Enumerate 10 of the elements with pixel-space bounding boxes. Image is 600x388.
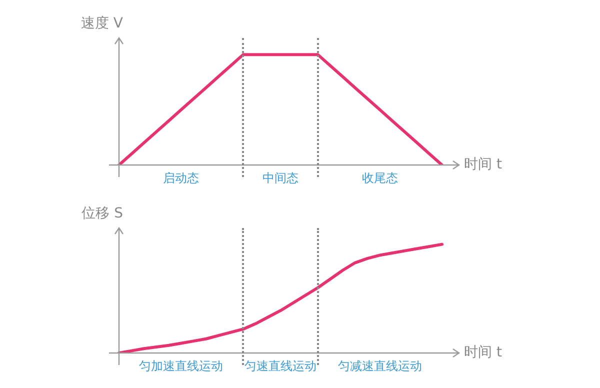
text: 匀加速直线运动 — [139, 359, 224, 374]
y-axis-title: 速度 V — [80, 16, 124, 32]
text: 启动态 — [163, 171, 200, 186]
text: 中间态 — [262, 171, 298, 186]
x-axis-title: 时间 t — [464, 344, 502, 361]
x-axis-title: 时间 t — [464, 156, 502, 173]
text: 收尾态 — [362, 171, 398, 186]
text: 匀速直线运动 — [244, 359, 316, 374]
y-axis-title: 位移 S — [82, 206, 124, 222]
text: 匀减速直线运动 — [338, 359, 422, 374]
